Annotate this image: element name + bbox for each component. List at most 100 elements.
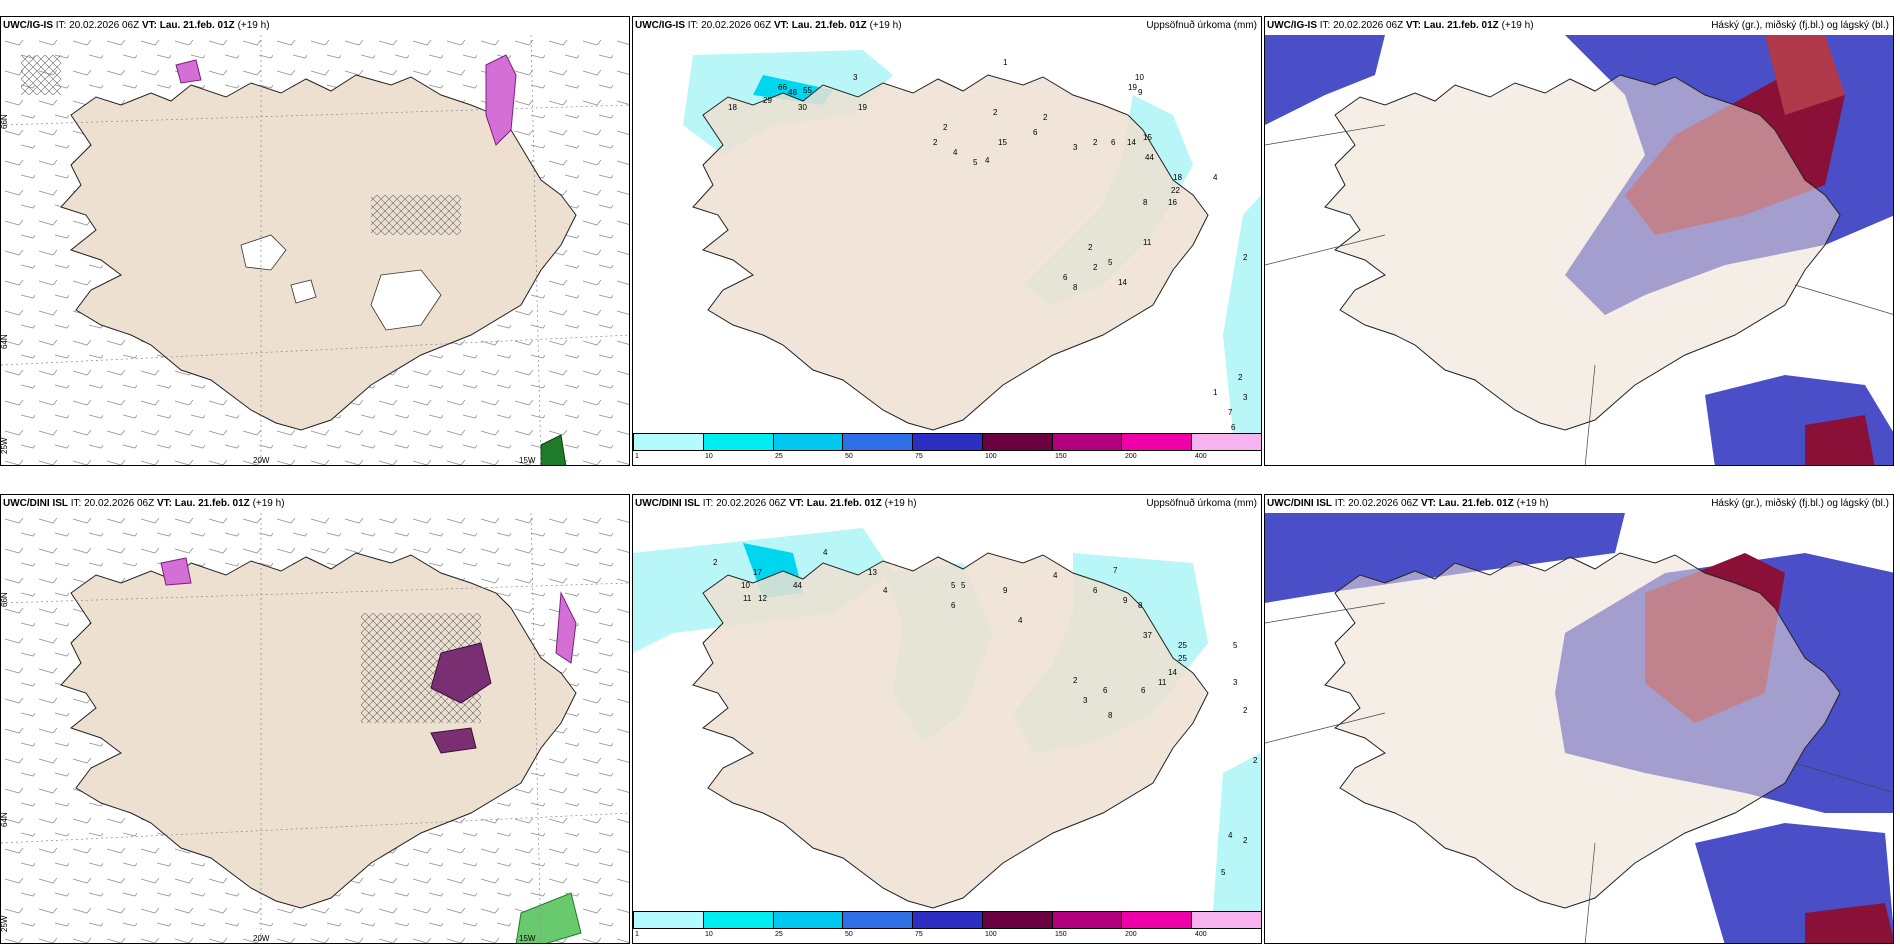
precip-value: 5 — [1233, 641, 1238, 650]
lon-label: 20W — [253, 934, 270, 943]
colorbar-tick: 10 — [705, 453, 713, 460]
precip-value: 4 — [883, 586, 888, 595]
precip-value: 15 — [998, 138, 1007, 147]
lat-label: 64N — [1, 812, 9, 827]
precip-value: 4 — [1213, 173, 1218, 182]
precip-value: 19 — [858, 103, 867, 112]
cloud-map-bottom — [1265, 513, 1893, 943]
precip-value: 11 — [743, 594, 752, 603]
lat-label: 66N — [1, 592, 9, 607]
colorbar-tick: 25 — [775, 453, 783, 460]
precip-value: 11 — [1143, 238, 1152, 247]
precip-value: 2 — [1253, 756, 1258, 765]
precip-value: 2 — [1243, 836, 1248, 845]
precip-value: 48 — [788, 88, 797, 97]
precip-value: 3 — [1073, 143, 1078, 152]
panel-ig-precip: UWC/IG-IS IT: 20.02.2026 06Z VT: Lau. 21… — [632, 16, 1262, 466]
precip-value: 25 — [1178, 641, 1187, 650]
panel-title: Uppsöfnuð úrkoma (mm) — [1146, 20, 1257, 31]
lon-label: 15W — [519, 456, 536, 465]
panel-header: UWC/IG-IS IT: 20.02.2026 06Z VT: Lau. 21… — [3, 20, 270, 31]
colorbar-segment — [634, 434, 704, 450]
precip-value: 2 — [1093, 263, 1098, 272]
colorbar-tick: 1 — [635, 453, 639, 460]
precip-value: 2 — [713, 558, 718, 567]
precip-value: 10 — [741, 581, 750, 590]
wind-map: 66N 64N 25W 20W 15W — [1, 35, 629, 465]
precip-value: 4 — [1018, 616, 1023, 625]
precip-value: 8 — [1108, 711, 1113, 720]
precip-value: 11 — [1158, 678, 1167, 687]
precip-value: 44 — [793, 581, 802, 590]
cloud-map-top — [1265, 35, 1893, 465]
colorbar-segment — [773, 434, 844, 450]
precip-value: 6 — [1063, 273, 1068, 282]
precip-value: 9 — [1123, 596, 1128, 605]
precip-value: 16 — [1168, 198, 1177, 207]
colorbar-tick: 10 — [705, 931, 713, 938]
precip-value: 7 — [1228, 408, 1233, 417]
precip-value: 14 — [1127, 138, 1136, 147]
panel-header: UWC/DINI ISL IT: 20.02.2026 06Z VT: Lau.… — [635, 498, 917, 509]
precip-value: 4 — [1053, 571, 1058, 580]
precip-value: 10 — [1135, 73, 1144, 82]
colorbar-segment — [843, 434, 914, 450]
lat-label: 25W — [1, 915, 9, 932]
precip-value: 1 — [1003, 58, 1008, 67]
precip-value: 15 — [1143, 133, 1152, 142]
colorbar-segment — [703, 912, 774, 928]
colorbar-segment — [843, 912, 914, 928]
precip-value: 44 — [1145, 153, 1154, 162]
precip-value: 4 — [1228, 831, 1233, 840]
precip-value: 18 — [728, 103, 737, 112]
colorbar-segment — [982, 434, 1053, 450]
precip-value: 29 — [763, 96, 772, 105]
colorbar-tick: 200 — [1125, 931, 1137, 938]
precip-value: 6 — [1111, 138, 1116, 147]
panel-title: Háský (gr.), miðský (fj.bl.) og lágský (… — [1711, 498, 1889, 509]
colorbar-tick: 200 — [1125, 453, 1137, 460]
colorbar-tick: 100 — [985, 931, 997, 938]
precip-value: 6 — [1141, 686, 1146, 695]
colorbar-tick: 75 — [915, 453, 923, 460]
colorbar-segment — [1122, 912, 1193, 928]
precip-value: 9 — [1138, 88, 1143, 97]
lon-label: 20W — [253, 456, 270, 465]
panel-header: UWC/DINI ISL IT: 20.02.2026 06Z VT: Lau.… — [3, 498, 285, 509]
precip-value: 9 — [1003, 586, 1008, 595]
panel-title: Háský (gr.), miðský (fj.bl.) og lágský (… — [1711, 20, 1889, 31]
precip-value: 8 — [1073, 283, 1078, 292]
precip-value: 2 — [1088, 243, 1093, 252]
precip-value: 14 — [1168, 668, 1177, 677]
colorbar-segment — [1192, 912, 1261, 928]
precip-value: 5 — [951, 581, 956, 590]
precip-value: 3 — [1083, 696, 1088, 705]
precip-value: 2 — [1043, 113, 1048, 122]
colorbar-segment — [913, 434, 983, 450]
precip-value: 7 — [1113, 566, 1118, 575]
colorbar-segment — [982, 912, 1053, 928]
precip-value: 2 — [943, 123, 948, 132]
panel-ig-clouds: UWC/IG-IS IT: 20.02.2026 06Z VT: Lau. 21… — [1264, 16, 1894, 466]
panel-dini-clouds: UWC/DINI ISL IT: 20.02.2026 06Z VT: Lau.… — [1264, 494, 1894, 944]
precip-value: 18 — [1173, 173, 1182, 182]
colorbar-segment — [1192, 434, 1261, 450]
precip-map-bottom: 4 2 17 10 11 12 44 13 4 5 5 6 9 4 4 6 7 … — [633, 528, 1261, 911]
precip-value: 22 — [1171, 186, 1180, 195]
colorbar: 1 10 25 50 75 100 150 200 400 — [633, 911, 1261, 943]
lat-label: 64N — [1, 334, 9, 349]
precip-value: 8 — [1143, 198, 1148, 207]
precip-value: 14 — [1118, 278, 1127, 287]
precip-value: 4 — [985, 156, 990, 165]
precip-value: 6 — [1033, 128, 1038, 137]
precip-value: 3 — [1233, 678, 1238, 687]
lat-label: 66N — [1, 114, 9, 129]
precip-value: 2 — [1243, 706, 1248, 715]
colorbar-segment — [703, 434, 774, 450]
colorbar-tick: 150 — [1055, 931, 1067, 938]
precip-value: 37 — [1143, 631, 1152, 640]
panel-title: Uppsöfnuð úrkoma (mm) — [1146, 498, 1257, 509]
colorbar: 1 10 25 50 75 100 150 200 400 — [633, 433, 1261, 465]
panel-dini-wind: UWC/DINI ISL IT: 20.02.2026 06Z VT: Lau.… — [0, 494, 630, 944]
precip-value: 3 — [853, 73, 858, 82]
